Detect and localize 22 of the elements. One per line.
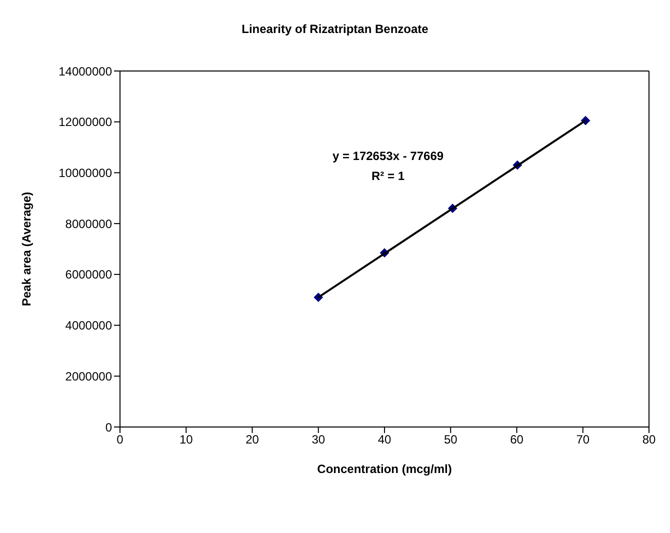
y-tick-label: 14000000: [58, 64, 112, 78]
x-axis-title: Concentration (mcg/ml): [317, 462, 452, 476]
y-tick-label: 8000000: [65, 216, 112, 231]
annotation: y = 172653x - 77669: [331, 148, 445, 165]
y-tick-label: 4000000: [65, 318, 112, 333]
x-tick-label: 40: [378, 432, 392, 447]
x-tick-label: 50: [444, 432, 458, 447]
x-tick-label: 30: [312, 432, 326, 447]
chart-title: Linearity of Rizatriptan Benzoate: [240, 22, 430, 36]
annotation: R² = 1: [370, 168, 406, 185]
y-tick-label: 0: [105, 420, 112, 434]
x-tick-label: 80: [642, 432, 656, 447]
y-tick-label: 6000000: [65, 268, 112, 282]
y-axis-title: Peak area (Average): [19, 192, 34, 306]
y-tick-label: 12000000: [58, 115, 112, 130]
y-tick-label: 2000000: [65, 369, 112, 384]
x-tick-label: 10: [179, 432, 194, 447]
x-tick-label: 20: [246, 432, 260, 447]
x-tick-label: 0: [116, 432, 124, 447]
x-tick-label: 60: [510, 432, 524, 447]
y-tick-label: 10000000: [58, 166, 112, 180]
x-tick-label: 70: [576, 432, 590, 447]
